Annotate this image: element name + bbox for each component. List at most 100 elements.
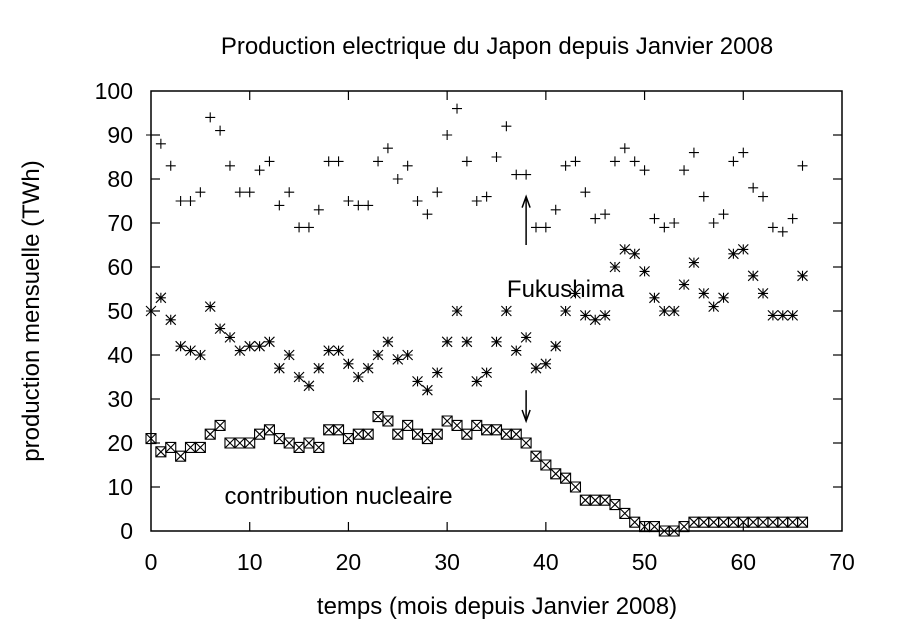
data-point: [639, 266, 650, 277]
data-point: [639, 165, 650, 176]
data-point: [461, 336, 473, 348]
data-point: [175, 340, 187, 352]
data-point: [490, 424, 503, 436]
data-point: [648, 521, 660, 533]
data-point: [579, 310, 591, 321]
data-point: [382, 415, 394, 427]
data-point: [609, 499, 621, 511]
series-1: [146, 103, 808, 237]
data-point: [362, 362, 374, 374]
data-point: [540, 459, 552, 471]
data-point: [283, 349, 295, 361]
data-point: [728, 248, 739, 260]
data-point: [441, 336, 453, 348]
y-tick-label: 50: [107, 298, 133, 324]
data-point: [294, 222, 305, 233]
data-point: [599, 494, 611, 506]
data-point: [323, 424, 335, 436]
y-axis-label: production mensuelle (TWh): [18, 160, 45, 461]
data-point: [501, 121, 512, 132]
data-point: [678, 279, 690, 290]
data-point: [343, 196, 354, 206]
data-point: [254, 428, 266, 440]
data-point: [796, 516, 809, 528]
data-point: [500, 428, 512, 440]
data-point: [590, 213, 601, 224]
data-point: [214, 323, 226, 334]
data-point: [165, 314, 177, 326]
data-point: [520, 332, 532, 343]
series-2: [145, 244, 808, 396]
data-point: [352, 428, 364, 440]
data-point: [421, 433, 433, 445]
data-point: [738, 147, 749, 158]
data-point: [224, 160, 235, 171]
data-point: [392, 428, 404, 440]
data-point: [323, 156, 334, 167]
data-point: [194, 349, 206, 361]
data-point: [570, 288, 581, 299]
data-point: [373, 156, 384, 167]
data-point: [521, 169, 532, 180]
data-point: [737, 244, 749, 255]
x-tick-label: 50: [632, 549, 658, 575]
data-point: [215, 125, 226, 136]
data-point: [560, 160, 571, 171]
y-tick-label: 60: [107, 254, 133, 280]
data-point: [353, 200, 364, 211]
data-point: [461, 156, 472, 167]
y-tick-label: 80: [107, 166, 133, 192]
data-point: [787, 310, 799, 321]
y-tick-label: 70: [107, 210, 133, 236]
data-point: [244, 437, 256, 449]
data-point: [194, 441, 206, 453]
data-point: [204, 428, 216, 440]
data-point: [205, 112, 216, 123]
data-point: [264, 156, 275, 167]
data-point: [264, 336, 275, 348]
annotation-arrow-head: [521, 194, 531, 208]
data-point: [293, 441, 305, 453]
data-point: [747, 270, 759, 282]
data-point: [254, 165, 265, 176]
data-point: [422, 209, 433, 220]
data-point: [757, 288, 769, 299]
data-point: [224, 437, 236, 449]
data-point: [510, 428, 522, 440]
data-point: [313, 441, 325, 453]
x-tick-label: 0: [145, 549, 158, 575]
x-tick-label: 60: [730, 549, 756, 575]
data-point: [402, 349, 414, 361]
data-point: [718, 209, 729, 220]
data-point: [649, 292, 660, 304]
data-point: [491, 152, 502, 162]
data-point: [797, 270, 808, 282]
data-point: [757, 516, 769, 528]
data-point: [412, 196, 423, 206]
data-point: [273, 433, 285, 445]
chart-title: Production electrique du Japon depuis Ja…: [221, 33, 773, 60]
data-point: [155, 138, 166, 149]
data-point: [520, 437, 532, 449]
data-point: [392, 174, 403, 184]
y-tick-label: 30: [107, 386, 133, 412]
data-point: [451, 419, 463, 431]
data-point: [244, 187, 255, 198]
data-point: [550, 468, 562, 480]
data-point: [471, 419, 483, 431]
y-tick-label: 40: [107, 342, 133, 368]
series-3: [145, 411, 809, 537]
data-point: [185, 196, 196, 206]
data-point: [629, 516, 641, 528]
data-point: [629, 156, 640, 167]
data-point: [145, 305, 157, 317]
data-point: [569, 481, 582, 493]
x-axis-label: temps (mois depuis Janvier 2008): [317, 593, 677, 620]
data-point: [688, 147, 699, 158]
y-tick-label: 100: [95, 78, 133, 104]
data-point: [303, 380, 315, 392]
data-point: [442, 130, 453, 140]
data-point: [313, 362, 325, 374]
data-point: [727, 516, 739, 528]
data-point: [382, 143, 393, 154]
